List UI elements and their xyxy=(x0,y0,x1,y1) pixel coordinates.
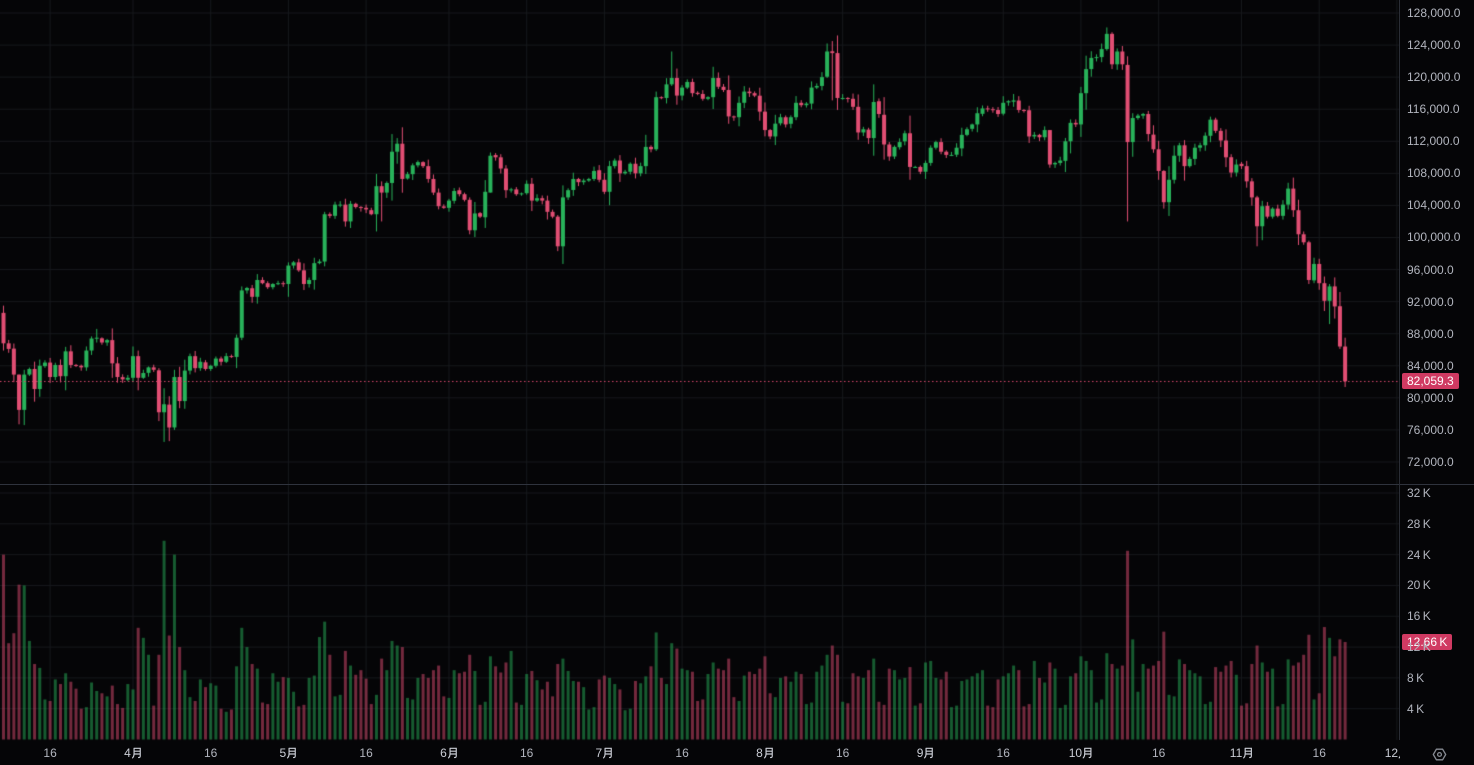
price-axis-label: 76,000.0 xyxy=(1407,422,1454,437)
volume-axis-label: 24 K xyxy=(1407,547,1431,562)
month-kanji-glyph xyxy=(763,747,773,759)
time-axis-label: 16 xyxy=(519,746,534,760)
price-axis-label: 112,000.0 xyxy=(1407,134,1460,149)
time-axis-label: 16 xyxy=(43,746,57,760)
price-axis-label: 120,000.0 xyxy=(1407,70,1461,85)
month-kanji-glyph xyxy=(1398,756,1400,759)
price-axis-label: 124,000.0 xyxy=(1407,38,1461,53)
volume-axis-label: 20 K xyxy=(1407,578,1431,593)
last-price-badge: 82,059.3 xyxy=(1402,373,1459,390)
price-axis-label: 100,000.0 xyxy=(1407,230,1461,245)
time-axis-label: 16 xyxy=(1151,746,1166,760)
time-axis-label: 16 xyxy=(204,746,218,760)
time-axis-scale[interactable]: 16 4 16 5 16 6 16 7 16 8 16 9 16 10 16 11 16 12 xyxy=(0,740,1474,765)
time-axis-label: 8 xyxy=(756,747,774,759)
price-axis-label: 88,000.0 xyxy=(1407,326,1454,341)
price-axis-label: 116,000.0 xyxy=(1407,102,1460,117)
month-kanji-glyph xyxy=(131,747,141,759)
price-axis-label: 104,000.0 xyxy=(1407,198,1461,213)
price-axis-label: 84,000.0 xyxy=(1407,358,1454,373)
price-axis-label: 108,000.0 xyxy=(1407,166,1461,181)
time-axis-labels: 16 4 16 5 16 6 16 7 16 8 16 9 16 10 16 11 16 12 xyxy=(0,740,1400,765)
time-axis-label: 11 xyxy=(1230,747,1253,759)
month-kanji-glyph xyxy=(924,747,934,759)
price-axis-label: 72,000.0 xyxy=(1407,454,1454,469)
time-axis-label: 16 xyxy=(1312,746,1326,760)
gear-hexagon-icon xyxy=(1432,748,1447,761)
price-axis-label: 96,000.0 xyxy=(1407,262,1454,277)
volume-axis-label: 32 K xyxy=(1407,486,1431,500)
price-axis-label: 80,000.0 xyxy=(1407,390,1454,405)
price-axis-border xyxy=(1399,0,1400,740)
volume-axis-label: 4 K xyxy=(1407,701,1425,716)
last-volume-badge: 12.66 K xyxy=(1402,633,1453,650)
price-axis-label: 92,000.0 xyxy=(1407,294,1454,309)
time-axis-label-text: 5 xyxy=(279,746,287,760)
month-kanji-glyph xyxy=(447,747,457,759)
time-axis-label: 16 xyxy=(996,746,1010,760)
time-axis-label: 16 xyxy=(359,746,373,760)
time-axis-label: 10 xyxy=(1069,747,1093,759)
volume-axis-label: 16 K xyxy=(1407,609,1431,624)
time-axis-label-text: 8 xyxy=(756,746,763,760)
time-axis-label: 16 xyxy=(675,746,689,760)
month-kanji-glyph xyxy=(1082,747,1092,759)
time-axis-label-text: 7 xyxy=(595,746,603,760)
time-axis-label: 9 xyxy=(917,747,935,759)
month-kanji-glyph xyxy=(287,747,296,759)
time-axis-label: 6 xyxy=(440,747,458,759)
volume-axis-label: 28 K xyxy=(1407,516,1431,531)
time-axis-settings-button[interactable] xyxy=(1432,748,1447,761)
time-axis-label-text: 12 xyxy=(1384,746,1399,760)
time-axis-label: 16 xyxy=(835,746,850,760)
time-axis-label-text: 6 xyxy=(440,746,447,760)
month-kanji-glyph xyxy=(1243,747,1252,759)
time-axis-label: 4 xyxy=(124,747,142,759)
time-axis-label: 7 xyxy=(596,747,614,759)
price-axis-label: 128,000.0 xyxy=(1407,6,1461,20)
pane-separator[interactable] xyxy=(0,484,1474,485)
time-axis-label-text: 9 xyxy=(916,746,924,760)
month-kanji-glyph xyxy=(603,747,612,759)
time-axis-label-text: 11 xyxy=(1229,746,1243,760)
time-axis-label-text: 4 xyxy=(124,746,131,760)
volume-axis-label: 8 K xyxy=(1407,670,1425,685)
time-axis-label: 5 xyxy=(280,747,298,759)
time-axis-label: 12 xyxy=(1385,747,1400,759)
time-axis-label-text: 10 xyxy=(1068,746,1083,760)
volume-axis-label: 12 K xyxy=(1407,640,1431,655)
